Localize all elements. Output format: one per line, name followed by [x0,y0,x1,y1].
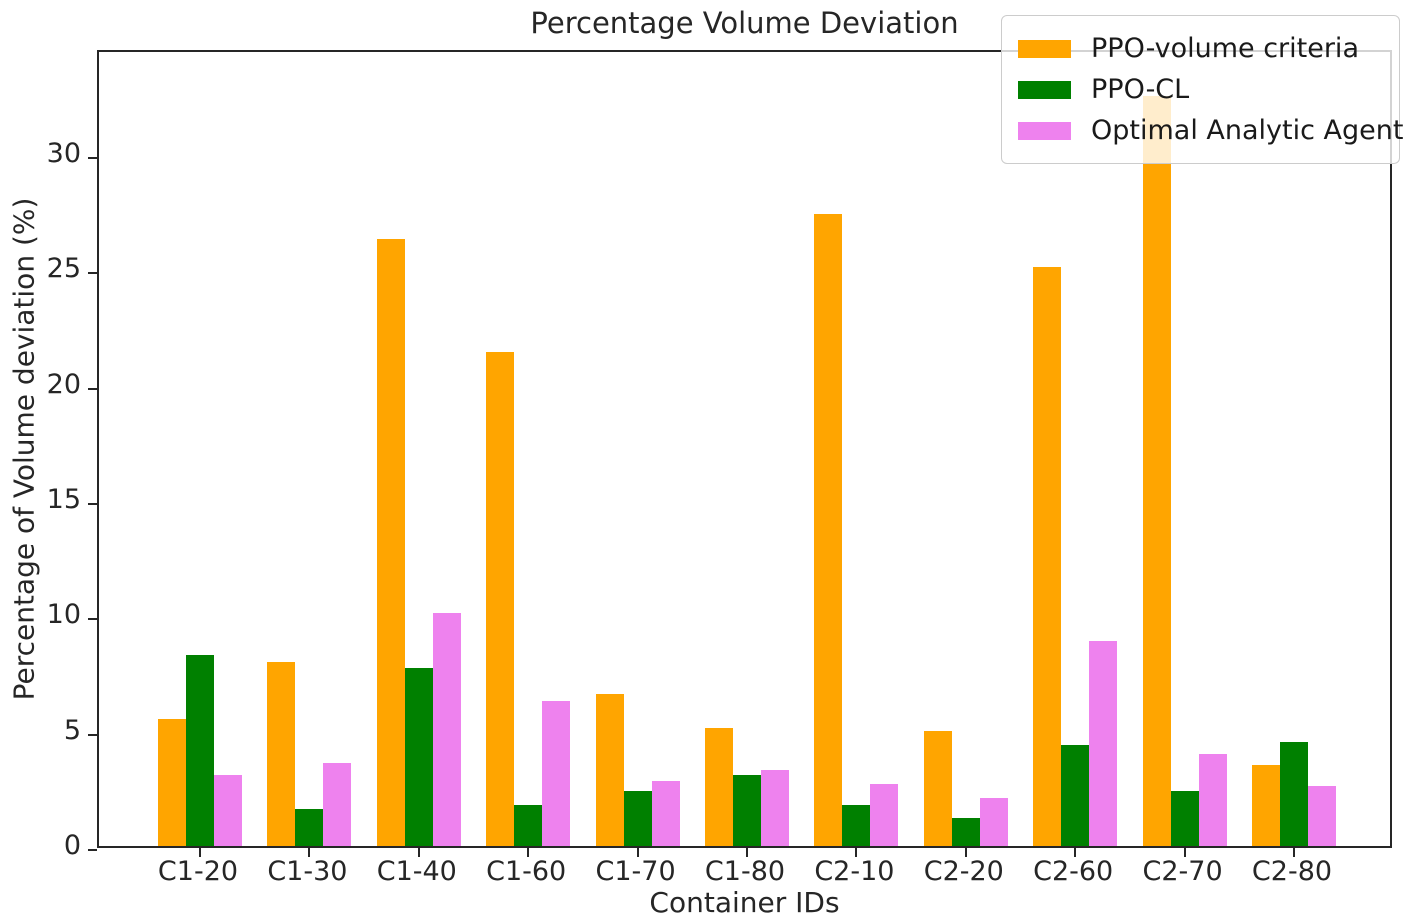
bar-ppo-cl-c2-10 [842,804,871,846]
bar-optimal-analytic-agent-c1-70 [651,781,680,846]
bar-ppo-volume-criteria-c1-70 [595,693,624,846]
y-axis-label: Percentage of Volume deviation (%) [7,197,41,701]
x-tick-mark [199,848,201,857]
x-tick-label-c2-70: C2-70 [1142,856,1223,887]
y-tick-mark [88,272,97,275]
x-tick-label-c1-20: C1-20 [157,856,239,887]
legend-label: PPO-CL [1091,74,1190,105]
legend-item-ppo-volume-criteria: PPO-volume criteria [1018,28,1383,69]
bar-ppo-cl-c1-40 [404,668,433,846]
bar-ppo-volume-criteria-c2-10 [814,214,843,846]
y-tick-label: 30 [46,138,81,170]
bar-ppo-volume-criteria-c1-60 [486,352,515,846]
bar-optimal-analytic-agent-c2-10 [870,783,899,846]
bar-optimal-analytic-agent-c1-60 [542,700,571,846]
y-tick-label: 20 [46,368,81,400]
bar-optimal-analytic-agent-c2-70 [1198,753,1227,846]
y-tick-label: 0 [63,830,81,861]
y-tick-mark [88,849,97,851]
x-tick-mark [964,848,967,857]
bar-optimal-analytic-agent-c2-60 [1089,640,1118,846]
bar-ppo-volume-criteria-c1-20 [158,719,186,846]
bar-ppo-cl-c2-80 [1280,742,1308,846]
bar-ppo-volume-criteria-c2-70 [1142,96,1171,846]
legend-item-ppo-cl: PPO-CL [1018,69,1383,110]
legend: PPO-volume criteria PPO-CL Optimal Analyti… [1001,15,1403,164]
bar-ppo-cl-c1-70 [623,790,652,846]
x-axis-label: Container IDs [649,886,840,919]
bar-optimal-analytic-agent-c1-40 [432,613,461,846]
chart-title: Percentage Volume Deviation [530,6,959,40]
y-tick-mark [88,387,97,390]
x-tick-label-c1-40: C1-40 [376,856,457,887]
bar-ppo-cl-c1-80 [733,774,761,846]
bar-ppo-volume-criteria-c1-30 [267,661,296,846]
bar-ppo-volume-criteria-c2-20 [923,730,952,846]
bar-optimal-analytic-agent-c2-80 [1308,786,1336,846]
bar-optimal-analytic-agent-c1-30 [323,762,352,846]
x-tick-mark [417,848,420,857]
x-tick-mark [636,848,639,857]
x-tick-label-c1-30: C1-30 [267,856,348,887]
x-tick-label-c2-10: C2-10 [814,856,895,887]
legend-swatch-ppo-volume-criteria [1018,39,1071,58]
bar-ppo-volume-criteria-c2-80 [1252,765,1280,846]
legend-label: PPO-volume criteria [1091,33,1359,64]
bar-ppo-cl-c1-20 [186,654,214,846]
bar-optimal-analytic-agent-c1-80 [761,769,789,846]
y-tick-label: 5 [63,714,81,746]
x-tick-mark [1293,848,1295,857]
x-tick-mark [1183,848,1186,857]
bar-ppo-volume-criteria-c2-60 [1033,267,1062,846]
bar-optimal-analytic-agent-c2-20 [979,797,1008,846]
bar-optimal-analytic-agent-c1-20 [214,774,242,846]
y-tick-label: 15 [46,484,81,516]
x-tick-label-c2-60: C2-60 [1033,856,1114,887]
x-tick-mark [855,848,858,857]
bar-ppo-cl-c2-70 [1170,790,1199,846]
legend-label: Optimal Analytic Agent [1091,115,1404,146]
legend-swatch-ppo-cl [1018,80,1071,99]
x-tick-label-c1-60: C1-60 [486,856,567,887]
x-tick-label-c1-80: C1-80 [704,856,786,887]
x-tick-mark [308,848,311,857]
y-tick-mark [88,157,97,160]
bar-ppo-cl-c1-30 [295,809,324,846]
x-tick-mark [746,848,748,857]
x-tick-mark [1074,848,1077,857]
y-tick-mark [88,733,97,736]
bar-ppo-cl-c2-60 [1061,744,1090,846]
x-tick-mark [527,848,530,857]
bar-ppo-volume-criteria-c1-40 [376,239,405,846]
bar-ppo-cl-c2-20 [951,818,980,846]
bar-ppo-cl-c1-60 [514,804,543,846]
y-tick-mark [88,503,97,506]
x-tick-label-c1-70: C1-70 [595,856,676,887]
y-tick-label: 10 [46,599,81,631]
bar-ppo-volume-criteria-c1-80 [705,728,733,846]
x-tick-label-c2-20: C2-20 [923,856,1004,887]
legend-swatch-optimal-analytic-agent [1018,121,1071,140]
y-tick-mark [88,618,97,621]
y-tick-label: 25 [46,253,81,285]
x-tick-label-c2-80: C2-80 [1251,856,1333,887]
plot-area [88,50,1392,857]
legend-item-optimal-analytic-agent: Optimal Analytic Agent [1018,110,1403,151]
